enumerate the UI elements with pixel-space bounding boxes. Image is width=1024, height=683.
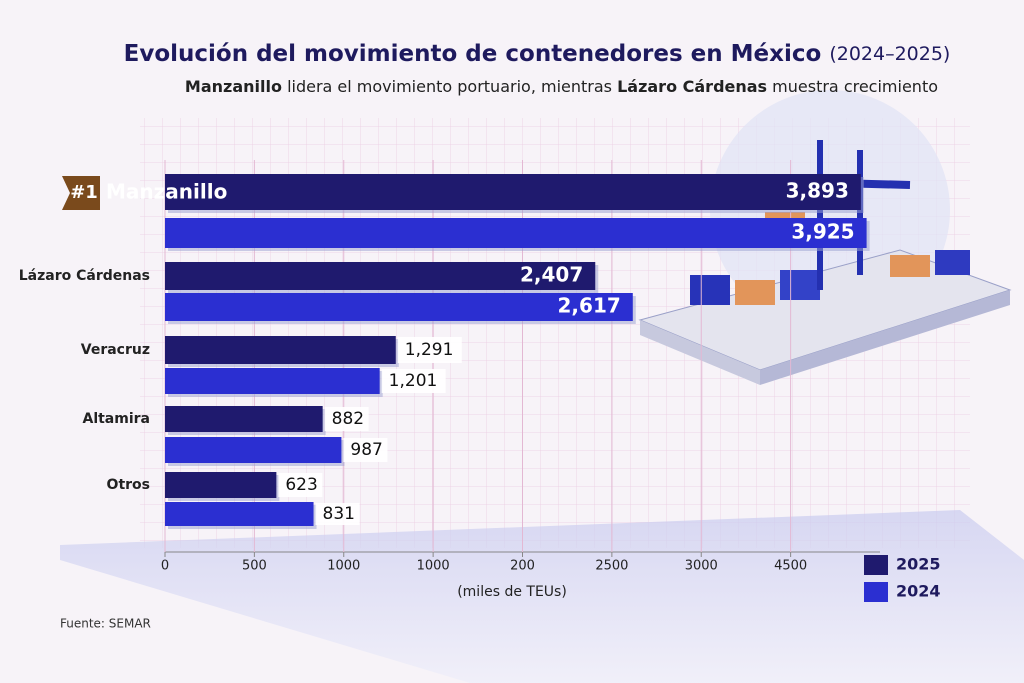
title-main: Evolución del movimiento de contenedores… [124, 41, 822, 67]
subtitle-part: Lázaro Cárdenas [617, 77, 767, 96]
category-label: Otros [107, 477, 150, 493]
subtitle-part: Manzanillo [185, 77, 282, 96]
value-label: 831 [323, 504, 355, 524]
value-label-box [397, 337, 462, 363]
bar [165, 437, 342, 463]
x-tick-label: 3000 [685, 559, 718, 574]
bar [165, 336, 396, 364]
x-tick-label: 200 [510, 559, 535, 574]
bar [165, 174, 861, 210]
rank-badge: #1 [70, 182, 98, 203]
rank-badge-shape [62, 176, 100, 210]
value-label-box [315, 503, 360, 525]
legend-label: 2024 [896, 582, 941, 601]
bar [165, 472, 277, 498]
value-label-box [381, 369, 446, 393]
x-axis-label: (miles de TEUs) [457, 584, 567, 600]
x-tick-label: 1000 [327, 559, 360, 574]
value-label-box [278, 473, 323, 497]
x-tick-label: 1000 [417, 559, 450, 574]
value-label: 3,925 [791, 220, 854, 244]
x-tick-label: 0 [161, 559, 169, 574]
value-label: 1,291 [405, 340, 454, 360]
subtitle-part: muestra crecimiento [767, 77, 938, 96]
subtitle: Manzanillo lidera el movimiento portuari… [185, 77, 938, 96]
value-label: 2,407 [520, 263, 583, 287]
bar [165, 218, 867, 248]
legend-swatch [864, 582, 888, 602]
value-label-box [343, 438, 388, 462]
subtitle-part: lidera el movimiento portuario, mientras [282, 77, 617, 96]
chart-title: Evolución del movimiento de contenedores… [124, 41, 951, 67]
category-label: Lázaro Cárdenas [19, 268, 150, 284]
title-suffix: (2024–2025) [829, 43, 950, 65]
value-label: 3,893 [786, 179, 849, 203]
value-label: 1,201 [389, 371, 438, 391]
bar [165, 368, 380, 394]
x-tick-label: 2500 [595, 559, 628, 574]
category-label: Manzanillo [106, 180, 227, 204]
legend-swatch [864, 555, 888, 575]
category-label: Veracruz [81, 342, 150, 358]
category-label: Altamira [82, 411, 150, 427]
source: Fuente: SEMAR [60, 617, 151, 631]
value-label-box [324, 407, 369, 431]
value-label: 623 [285, 475, 317, 495]
legend-label: 2025 [896, 555, 941, 574]
value-label: 882 [332, 409, 364, 429]
value-label: 987 [350, 440, 382, 460]
x-tick-label: 500 [242, 559, 267, 574]
x-tick-label: 4500 [774, 559, 807, 574]
bar [165, 262, 596, 290]
bar [165, 406, 323, 432]
bar [165, 293, 633, 321]
floor [60, 510, 1024, 683]
value-label: 2,617 [558, 294, 621, 318]
bar [165, 502, 314, 526]
